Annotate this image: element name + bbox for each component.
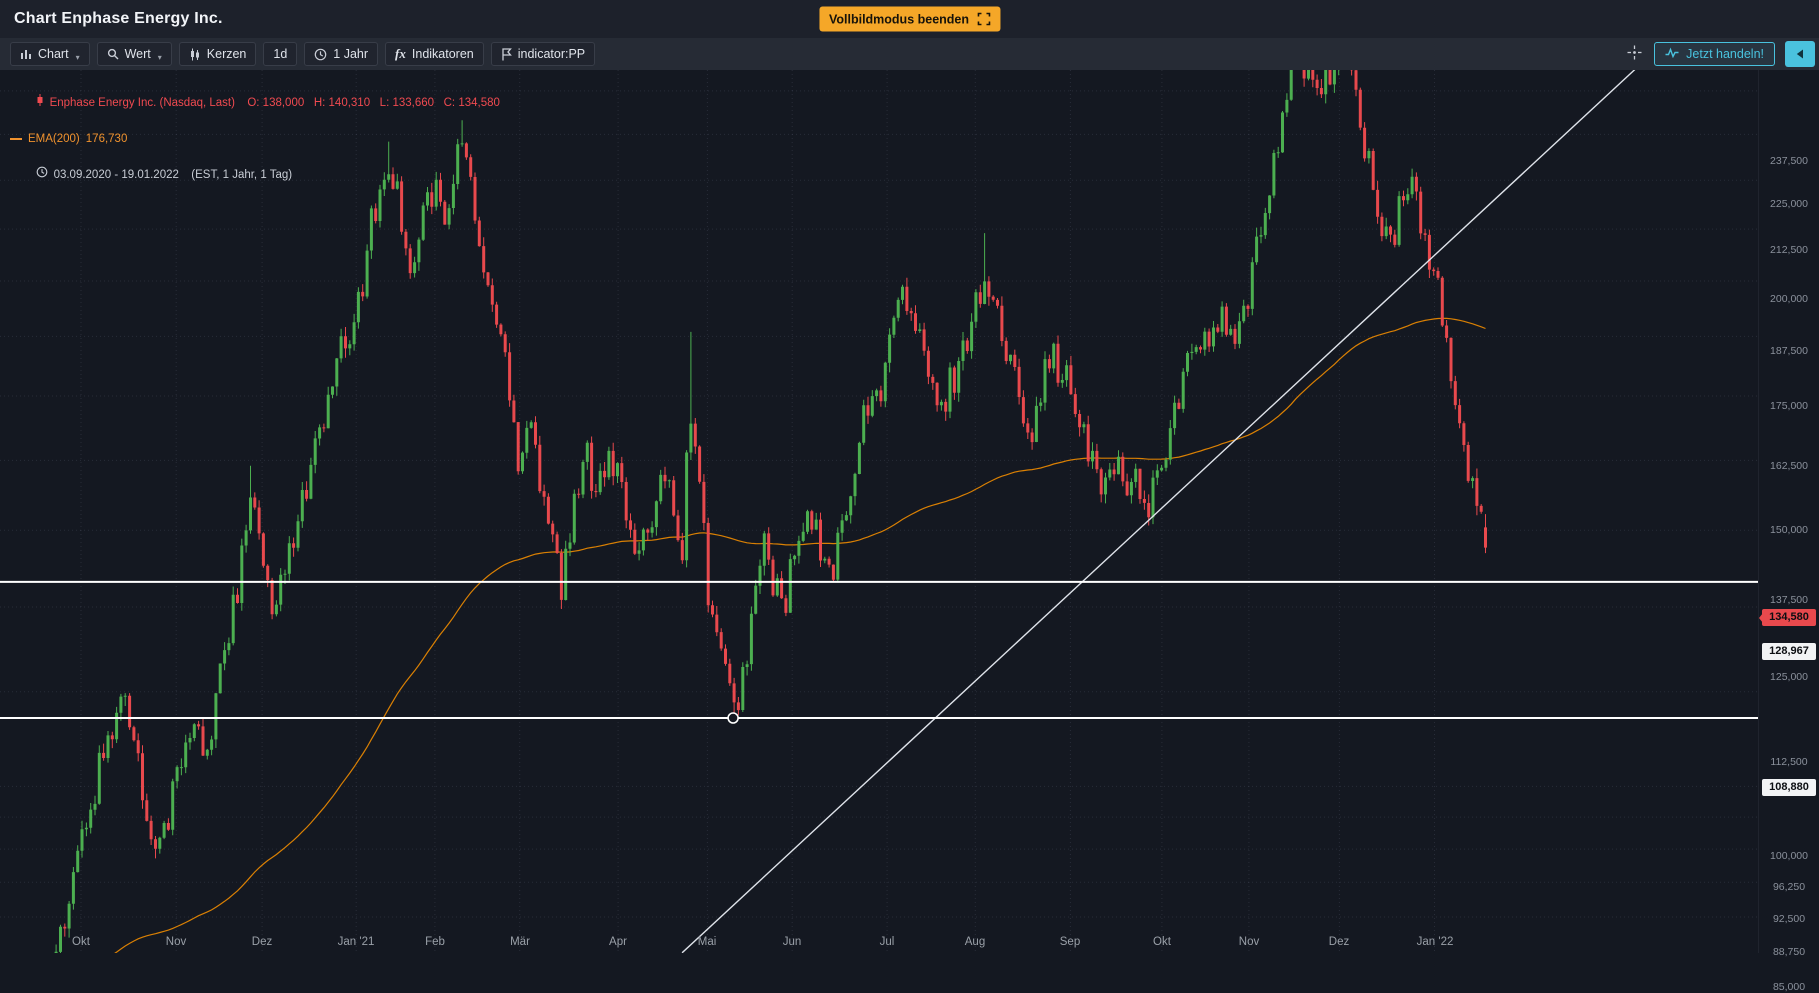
legend-ohlc-values: O: 138,000 H: 140,310 L: 133,660 C: 134,… — [240, 97, 500, 109]
price-chart-canvas[interactable] — [0, 70, 1758, 953]
trade-now-label: Jetzt handeln! — [1686, 47, 1764, 61]
time-axis-label: Mär — [510, 936, 530, 948]
time-axis-label: Nov — [165, 936, 187, 948]
candles-icon — [189, 48, 201, 61]
legend-ema-label: EMA(200) — [28, 133, 80, 145]
price-axis-label: 125,000 — [1770, 671, 1808, 683]
time-axis-label: Dez — [1328, 936, 1350, 948]
window-header: Chart Enphase Energy Inc. Vollbildmodus … — [0, 0, 1819, 38]
legend-date-meta: (EST, 1 Jahr, 1 Tag) — [184, 169, 293, 181]
fullscreen-exit-icon — [977, 12, 990, 26]
price-axis-label: 88,750 — [1772, 946, 1806, 958]
chart-legend: Enphase Energy Inc. (Nasdaq, Last) O: 13… — [10, 76, 500, 202]
price-axis-label: 92,500 — [1772, 913, 1806, 925]
crosshair-icon — [1627, 45, 1642, 63]
legend-ema-value: 176,730 — [85, 133, 128, 145]
legend-ema-row[interactable]: EMA(200) 176,730 — [10, 130, 500, 148]
time-axis-label: Jun — [782, 936, 802, 948]
exit-fullscreen-label: Vollbildmodus beenden — [828, 12, 970, 26]
clock-icon — [10, 148, 48, 202]
interval-button[interactable]: 1d — [263, 42, 298, 66]
price-axis[interactable]: 237,500 225,000 212,500 200,000 187,500 175,0… — [1758, 70, 1819, 993]
last-price-tag: 134,580 — [1759, 609, 1816, 626]
toolbar: Chart ▾ Wert ▾ Kerzen 1d 1 Jahr fx Indik… — [0, 38, 1819, 70]
time-axis-label: Okt — [72, 936, 90, 948]
price-axis-label: 96,250 — [1772, 881, 1806, 893]
ema-line-icon — [10, 138, 22, 140]
kerzen-button-label: Kerzen — [206, 47, 247, 61]
time-axis-label: Apr — [609, 936, 627, 948]
chevron-down-icon: ▾ — [157, 53, 162, 62]
legend-date-row: 03.09.2020 - 19.01.2022 (EST, 1 Jahr, 1 … — [10, 148, 500, 202]
time-axis-label: Jan '22 — [1416, 936, 1454, 948]
time-axis-label: Dez — [251, 936, 273, 948]
fx-icon: fx — [395, 46, 406, 61]
exit-fullscreen-button[interactable]: Vollbildmodus beenden — [818, 6, 1001, 32]
wert-button-label: Wert — [124, 47, 151, 61]
trade-icon — [1665, 47, 1679, 61]
price-axis-label: 100,000 — [1770, 850, 1808, 862]
indicator-pp-label: indicator:PP — [517, 47, 586, 61]
legend-instrument-name: Enphase Energy Inc. (Nasdaq, Last) — [49, 97, 235, 109]
collapse-panel-button[interactable] — [1785, 41, 1815, 67]
trade-now-button[interactable]: Jetzt handeln! — [1654, 42, 1775, 66]
price-axis-label: 212,500 — [1770, 244, 1808, 256]
toolbar-right-group: Jetzt handeln! — [1625, 41, 1815, 67]
indicators-button[interactable]: fx Indikatoren — [385, 42, 484, 66]
line-handle-marker — [727, 712, 739, 724]
price-line-tag-upper: 128,967 — [1762, 643, 1816, 660]
legend-instrument-row[interactable]: Enphase Energy Inc. (Nasdaq, Last) O: 13… — [10, 76, 500, 130]
chart-area[interactable]: Enphase Energy Inc. (Nasdaq, Last) O: 13… — [0, 70, 1758, 953]
price-axis-label: 237,500 — [1770, 155, 1808, 167]
range-label: 1 Jahr — [333, 47, 369, 61]
trend-line — [681, 70, 1636, 953]
flag-icon — [501, 47, 512, 61]
chart-icon — [20, 48, 32, 60]
chevron-down-icon: ▾ — [75, 53, 80, 62]
price-axis-label: 112,500 — [1770, 756, 1808, 768]
price-axis-label: 175,000 — [1770, 400, 1808, 412]
autoscale-button[interactable] — [1625, 43, 1644, 65]
time-axis-label: Aug — [964, 936, 986, 948]
price-axis-label: 85,000 — [1772, 981, 1806, 993]
price-axis-label: 225,000 — [1770, 198, 1808, 210]
time-axis-label: Feb — [425, 936, 445, 948]
time-axis[interactable]: Okt Nov Dez Jan '21 Feb Mär Apr Mai Jun Jul Aug Sep… — [0, 936, 1758, 953]
search-icon — [107, 48, 119, 60]
instrument-search-button[interactable]: Wert ▾ — [96, 42, 172, 66]
arrow-left-icon — [1796, 47, 1804, 62]
time-axis-label: Sep — [1059, 936, 1081, 948]
price-axis-label: 137,500 — [1770, 594, 1808, 606]
time-axis-label: Nov — [1238, 936, 1260, 948]
chart-button-label: Chart — [38, 47, 69, 61]
indicator-pp-button[interactable]: indicator:PP — [490, 42, 596, 66]
time-axis-label: Okt — [1153, 936, 1171, 948]
time-axis-label: Jan '21 — [337, 936, 375, 948]
legend-date-range: 03.09.2020 - 19.01.2022 — [53, 169, 179, 181]
price-axis-label: 200,000 — [1770, 293, 1808, 305]
time-range-button[interactable]: 1 Jahr — [304, 42, 379, 66]
window-title: Chart Enphase Energy Inc. — [14, 10, 223, 27]
chart-type-button[interactable]: Chart ▾ — [10, 42, 90, 66]
candle-mini-icon — [10, 76, 44, 130]
interval-label: 1d — [273, 47, 288, 61]
clock-icon — [314, 48, 327, 61]
time-axis-label: Jul — [879, 936, 895, 948]
price-axis-label: 150,000 — [1770, 524, 1808, 536]
price-axis-label: 187,500 — [1770, 345, 1808, 357]
candle-style-button[interactable]: Kerzen — [178, 42, 257, 66]
price-line-tag-lower: 108,880 — [1762, 779, 1816, 796]
time-axis-label: Mai — [697, 936, 717, 948]
indicators-label: Indikatoren — [411, 47, 474, 61]
price-axis-label: 162,500 — [1770, 460, 1808, 472]
